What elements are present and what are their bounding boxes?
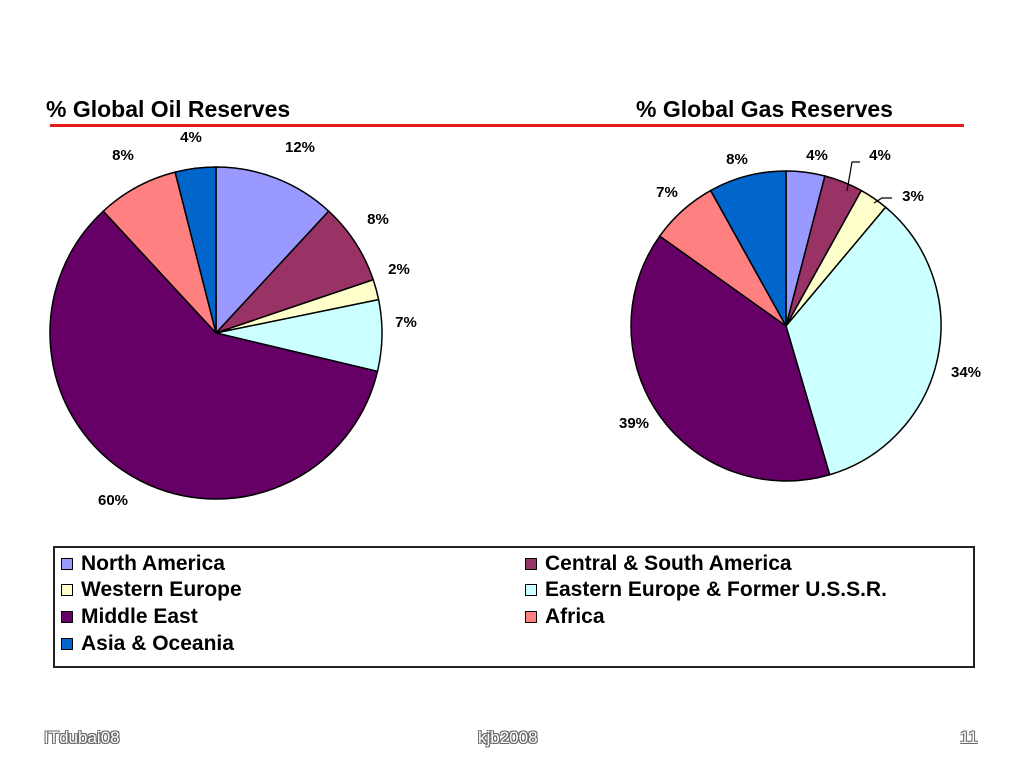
legend-item-central-south-america: Central & South America	[525, 552, 792, 576]
legend-item-western-europe: Western Europe	[61, 578, 242, 602]
pie-label-asia-oceania: 8%	[726, 151, 748, 168]
pie-label-north-america: 4%	[806, 147, 828, 164]
legend-label: Western Europe	[81, 578, 242, 601]
pie-slice-eastern-europe-former-u-s-s-r	[785, 206, 942, 476]
pie-label-central-south-america: 8%	[367, 211, 389, 228]
legend-label: North America	[81, 552, 225, 575]
pie-label-africa: 7%	[656, 184, 678, 201]
legend-swatch	[525, 611, 537, 623]
pie-slice-middle-east	[630, 235, 831, 482]
footer-left-text: ITdubai08	[44, 728, 120, 747]
legend: North America Central & South America We…	[53, 546, 975, 668]
legend-swatch	[525, 584, 537, 596]
leader-line	[873, 197, 892, 204]
pie-slice-north-america	[215, 166, 330, 335]
pie-slice-middle-east	[49, 210, 379, 500]
pie-label-western-europe: 3%	[902, 188, 924, 205]
title-divider	[50, 124, 964, 127]
legend-label: Eastern Europe & Former U.S.S.R.	[545, 578, 887, 601]
pie-label-north-america: 12%	[285, 139, 315, 156]
pie-slice-asia-oceania	[174, 166, 217, 334]
gas-chart-title: % Global Gas Reserves	[636, 96, 893, 122]
pie-label-middle-east: 39%	[619, 415, 649, 432]
pie-label-central-south-america: 4%	[869, 147, 891, 164]
legend-label: Central & South America	[545, 552, 792, 575]
leader-line	[846, 161, 860, 192]
pie-slice-asia-oceania	[709, 170, 787, 329]
legend-label: Africa	[545, 605, 605, 628]
legend-swatch	[525, 558, 537, 570]
legend-item-africa: Africa	[525, 605, 605, 629]
oil-chart-title: % Global Oil Reserves	[46, 96, 291, 122]
legend-item-middle-east: Middle East	[61, 605, 198, 629]
legend-swatch	[61, 584, 73, 596]
legend-label: Middle East	[81, 605, 198, 628]
pie-label-eastern-europe-former-u-s-s-r: 7%	[395, 314, 417, 331]
pie-label-africa: 8%	[112, 147, 134, 164]
gas-pie: 4% 4% 3% 34% 39% 7% 8%	[619, 147, 981, 482]
slide-number: 11	[960, 728, 978, 747]
pie-label-eastern-europe-former-u-s-s-r: 34%	[951, 364, 981, 381]
pie-label-asia-oceania: 4%	[180, 129, 202, 146]
legend-item-eastern-europe: Eastern Europe & Former U.S.S.R.	[525, 578, 887, 602]
legend-item-north-america: North America	[61, 552, 225, 576]
legend-swatch	[61, 638, 73, 650]
footer-center-text: kjb2008	[478, 728, 538, 747]
legend-swatch	[61, 611, 73, 623]
legend-item-asia-oceania: Asia & Oceania	[61, 632, 234, 656]
pie-label-western-europe: 2%	[388, 261, 410, 278]
legend-swatch	[61, 558, 73, 570]
pie-label-middle-east: 60%	[98, 492, 128, 509]
oil-pie: 12% 8% 2% 7% 60% 8% 4%	[49, 129, 417, 509]
legend-label: Asia & Oceania	[81, 632, 234, 655]
